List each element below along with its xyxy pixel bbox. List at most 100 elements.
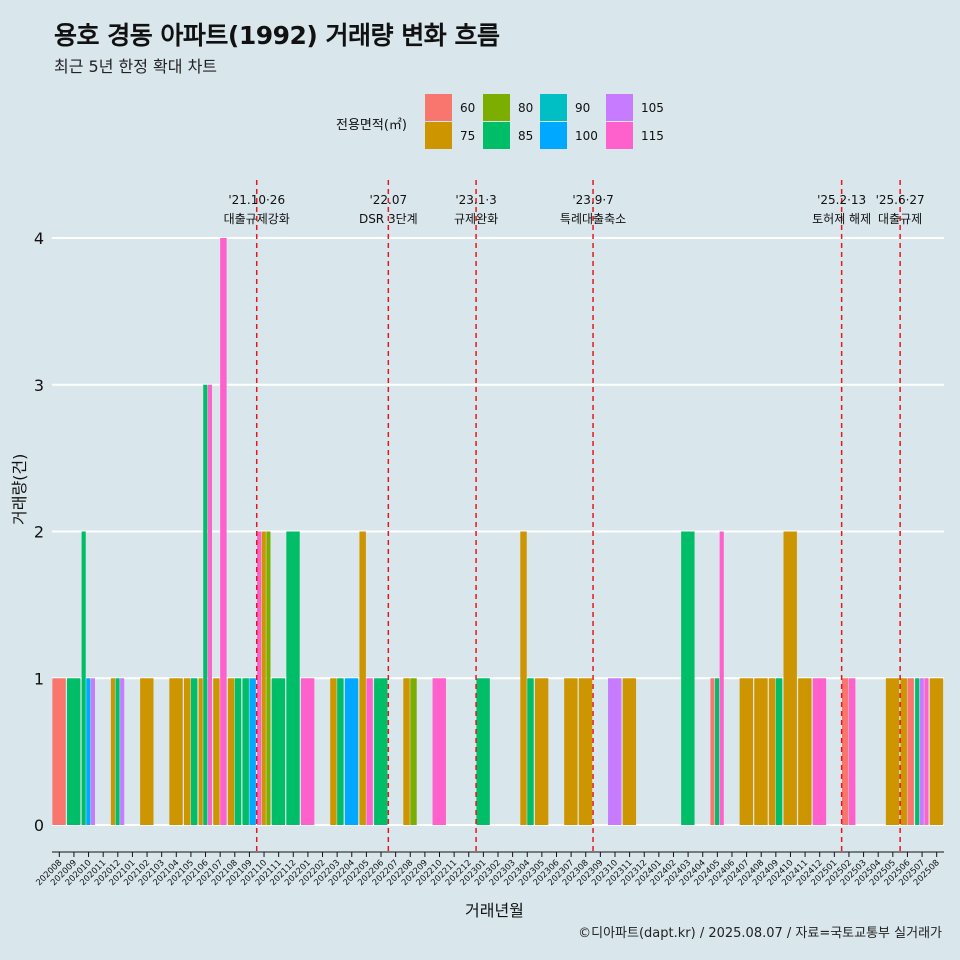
bar (754, 678, 768, 825)
bar (812, 678, 827, 825)
legend-item-80: 80 (483, 94, 533, 121)
event-label: 특례대출축소 (560, 212, 626, 226)
y-tick-label: 1 (34, 669, 44, 688)
bar (86, 678, 91, 825)
bar (227, 678, 235, 825)
bar (564, 678, 578, 825)
legend-label: 100 (575, 128, 598, 143)
bar (520, 531, 527, 825)
y-tick-label: 2 (34, 523, 44, 542)
legend-swatch (606, 94, 633, 121)
bar (300, 678, 315, 825)
bar (842, 678, 849, 825)
event-date-label: '22.07 (369, 193, 407, 207)
legend-label: 60 (460, 100, 476, 115)
y-tick-label: 4 (34, 229, 44, 248)
bar (169, 678, 183, 825)
bar (622, 678, 637, 825)
bar (66, 678, 81, 825)
y-axis-label: 거래량(건) (10, 453, 29, 525)
source-caption: ©디아파트(dapt.kr) / 2025.08.07 / 자료=국토교통부 실… (578, 926, 942, 941)
bar (140, 678, 154, 825)
bar (271, 678, 286, 825)
bar (81, 531, 86, 825)
bar (608, 678, 622, 825)
bar (775, 678, 783, 825)
bar (359, 531, 366, 825)
bar (578, 678, 593, 825)
legend-swatch (425, 94, 452, 121)
legend-swatch (483, 94, 510, 121)
bar (286, 531, 300, 825)
bar (432, 678, 446, 825)
bar (115, 678, 120, 825)
bar (90, 678, 96, 825)
legend-item-60: 60 (425, 94, 475, 121)
bar (183, 678, 191, 825)
bar (190, 678, 198, 825)
bar (366, 678, 373, 825)
bar (410, 678, 417, 825)
legend-swatch (425, 122, 452, 149)
bar (203, 384, 208, 825)
legend-item-90: 90 (540, 94, 590, 121)
bar (534, 678, 549, 825)
legend-swatch (606, 122, 633, 149)
event-label: DSR 3단계 (359, 212, 418, 226)
bar (710, 678, 715, 825)
legend-label: 80 (518, 100, 534, 115)
bar (924, 678, 929, 825)
bar (848, 678, 856, 825)
bar (739, 678, 754, 825)
bar (476, 678, 490, 825)
bar (885, 678, 900, 825)
legend-label: 85 (518, 128, 534, 143)
bar (919, 678, 924, 825)
bar (207, 384, 212, 825)
bar (257, 531, 262, 825)
x-axis-label: 거래년월 (465, 901, 524, 920)
bar (715, 678, 720, 825)
bar (337, 678, 344, 825)
bar (719, 531, 724, 825)
bar (374, 678, 388, 825)
legend-swatch (540, 122, 567, 149)
bar (681, 531, 695, 825)
event-label: 토허제 해제 (812, 212, 871, 226)
legend-swatch (483, 122, 510, 149)
event-date-label: '21.10·26 (228, 193, 285, 207)
legend-swatch (540, 94, 567, 121)
legend-label: 75 (460, 128, 476, 143)
bar (242, 678, 249, 825)
bar (403, 678, 410, 825)
bar (52, 678, 66, 825)
event-label: 대출규제 (878, 212, 922, 226)
bar (234, 678, 242, 825)
bar (120, 678, 125, 825)
event-label: 규제완화 (454, 212, 498, 226)
bar (798, 678, 812, 825)
legend-item-75: 75 (425, 122, 475, 149)
bar (220, 238, 227, 825)
event-date-label: '23.9·7 (572, 193, 613, 207)
legend-item-115: 115 (606, 122, 664, 149)
bar (768, 678, 776, 825)
legend-label: 115 (641, 128, 664, 143)
y-tick-label: 3 (34, 376, 44, 395)
bar (249, 678, 256, 825)
legend-title: 전용면적(㎡) (336, 118, 407, 133)
event-date-label: '25.2·13 (817, 193, 866, 207)
bar (900, 678, 907, 825)
bar (266, 531, 271, 825)
bar (907, 678, 914, 825)
chart-subtitle: 최근 5년 한정 확대 차트 (54, 57, 218, 76)
bar (213, 678, 220, 825)
chart-title: 용호 경동 아파트(1992) 거래량 변화 흐름 (54, 21, 500, 50)
bar (110, 678, 115, 825)
legend-item-100: 100 (540, 122, 598, 149)
legend-label: 105 (641, 100, 664, 115)
bar (929, 678, 944, 825)
event-date-label: '25.6·27 (876, 193, 925, 207)
bar (783, 531, 797, 825)
